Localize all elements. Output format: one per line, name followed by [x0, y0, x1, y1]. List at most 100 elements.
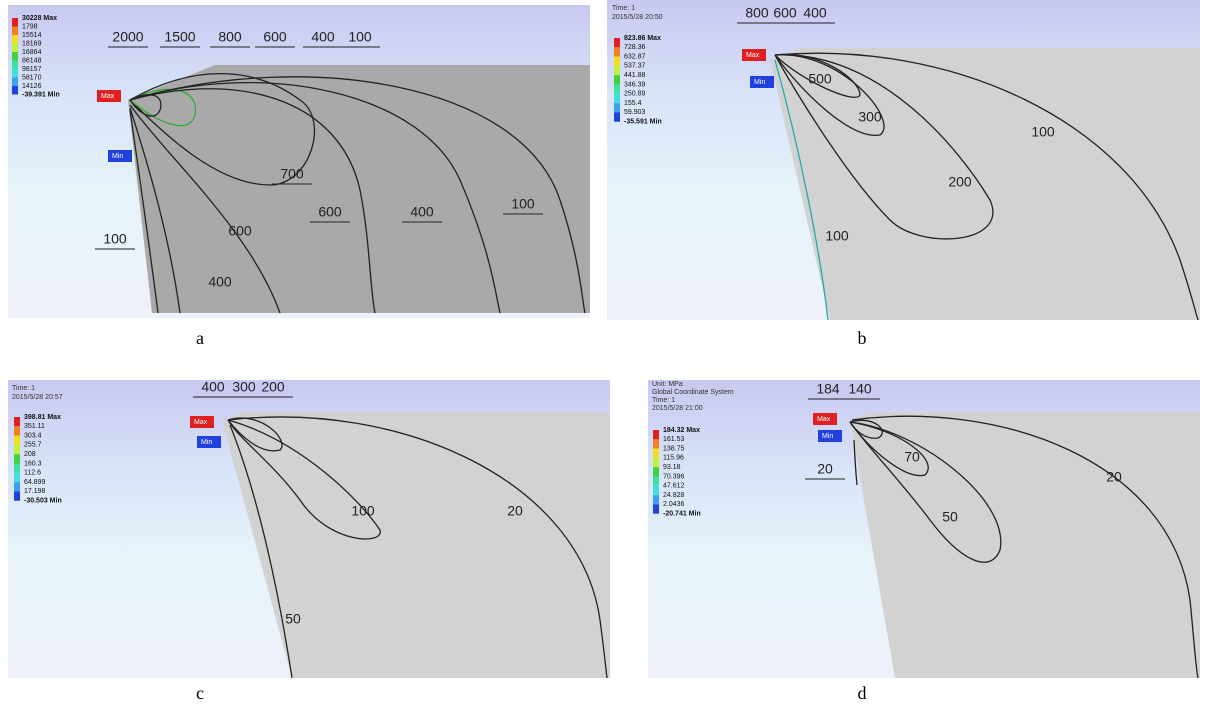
legend-label: 346.39 — [624, 81, 646, 88]
contour-label: 2000 — [112, 29, 143, 45]
contour-label: 20 — [817, 461, 833, 477]
legend-swatch — [614, 56, 620, 66]
panel-label: b — [858, 328, 867, 348]
legend-label: -30.503 Min — [24, 498, 62, 505]
legend-swatch — [14, 417, 20, 427]
contour-label: 600 — [318, 204, 342, 220]
min-marker: Min — [754, 79, 765, 86]
min-flag — [750, 76, 774, 88]
legend-swatch — [14, 454, 20, 464]
contour-label: 400 — [803, 5, 827, 21]
legend-swatch — [12, 43, 18, 52]
legend-label: 351.11 — [24, 423, 45, 430]
legend-label: 138.75 — [663, 445, 685, 452]
legend-label: 2.0436 — [663, 501, 685, 508]
legend-label: 14126 — [22, 83, 42, 90]
max-marker: Max — [817, 416, 831, 423]
legend-swatch — [653, 457, 659, 468]
legend-label: 18169 — [22, 40, 42, 47]
legend-swatch — [653, 439, 659, 449]
contour-label: 100 — [103, 231, 127, 247]
contour-label: 20 — [1106, 469, 1122, 485]
legend-swatch — [14, 482, 20, 492]
legend-label: 155.4 — [624, 100, 642, 107]
contour-label: 1500 — [164, 29, 195, 45]
legend-swatch — [614, 84, 620, 94]
legend-swatch — [614, 112, 620, 122]
header-line: 2015/5/28 20:50 — [612, 14, 663, 21]
legend-label: 59.903 — [624, 109, 646, 116]
contour-label: 300 — [232, 379, 256, 395]
legend-swatch — [653, 476, 659, 486]
contour-label: 184 — [816, 381, 840, 397]
legend-swatch — [14, 491, 20, 501]
legend-label: 98157 — [22, 66, 42, 73]
legend-swatch — [12, 69, 18, 78]
legend-swatch — [14, 426, 20, 436]
min-flag — [108, 150, 132, 162]
legend-label: 537.37 — [624, 63, 646, 70]
legend-label: 64.899 — [24, 479, 46, 486]
min-marker: Min — [822, 433, 833, 440]
max-flag — [97, 90, 121, 102]
legend-swatch — [12, 18, 18, 27]
header-line: 2015/5/28 21:00 — [652, 405, 703, 412]
max-flag — [742, 49, 766, 61]
contour-label: 100 — [825, 228, 849, 244]
contour-label: 400 — [410, 204, 434, 220]
legend-label: 184.32 Max — [663, 427, 700, 434]
contour-label: 50 — [942, 509, 958, 525]
min-marker: Min — [201, 439, 212, 446]
min-flag — [197, 436, 221, 448]
contour-label: 400 — [201, 379, 225, 395]
panel-label: c — [196, 683, 204, 703]
contour-label: 600 — [263, 29, 287, 45]
legend-label: -35.591 Min — [624, 119, 662, 126]
contour-label: 100 — [1031, 124, 1055, 140]
contour-label: 400 — [311, 29, 335, 45]
legend-label: 208 — [24, 451, 36, 458]
max-marker: Max — [194, 419, 208, 426]
legend-label: 47.612 — [663, 483, 685, 490]
legend-swatch — [653, 485, 659, 496]
contour-label: 100 — [348, 29, 372, 45]
contour-label: 100 — [511, 196, 535, 212]
legend-label: 115.96 — [663, 455, 684, 462]
legend-swatch — [614, 47, 620, 57]
contour-label: 200 — [948, 174, 972, 190]
panel-label: d — [858, 683, 867, 703]
contour-label: 200 — [261, 379, 285, 395]
contour-label: 800 — [218, 29, 242, 45]
legend-label: 15514 — [22, 32, 42, 39]
header-line: Time: 1 — [12, 385, 35, 392]
legend-swatch — [14, 472, 20, 483]
legend-label: 728.36 — [624, 44, 646, 51]
legend-label: 16864 — [22, 49, 42, 56]
legend-label: 17.198 — [24, 488, 46, 495]
legend-swatch — [12, 35, 18, 44]
contour-label: 70 — [904, 449, 920, 465]
legend-label: 24.828 — [663, 492, 685, 499]
legend-label: 255.7 — [24, 442, 42, 449]
contour-label: 800 — [745, 5, 769, 21]
legend-label: 823.86 Max — [624, 35, 661, 42]
contour-label: 50 — [285, 611, 301, 627]
legend-swatch — [653, 495, 659, 505]
min-flag — [818, 430, 842, 442]
panel-label: a — [196, 328, 204, 348]
header-line: Time: 1 — [612, 5, 635, 12]
legend-label: 303.4 — [24, 432, 42, 439]
legend-label: 93.18 — [663, 464, 681, 471]
legend-swatch — [653, 430, 659, 440]
legend-swatch — [12, 77, 18, 86]
legend-label: 1798 — [22, 23, 38, 30]
legend-label: -39.391 Min — [22, 91, 60, 98]
legend-swatch — [614, 103, 620, 113]
legend-label: 398.81 Max — [24, 414, 61, 421]
legend-swatch — [14, 435, 20, 445]
legend-swatch — [12, 86, 18, 95]
legend-label: 112.6 — [24, 470, 41, 477]
legend-swatch — [614, 65, 620, 76]
contour-label: 500 — [808, 71, 832, 87]
